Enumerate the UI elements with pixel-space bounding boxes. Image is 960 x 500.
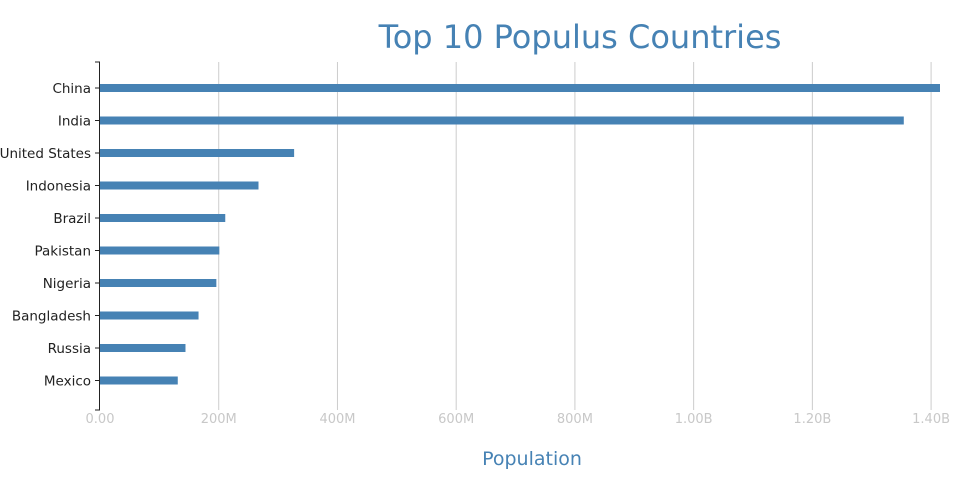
chart-title: Top 10 Populus Countries: [378, 18, 782, 56]
bar: [100, 181, 259, 190]
x-tick-label: 200M: [201, 412, 237, 427]
bar: [100, 246, 220, 255]
y-axis: China India United States Indonesia Brazil Pa…: [0, 61, 100, 411]
y-tick-label: Mexico: [44, 374, 91, 390]
y-tick-label: China: [52, 81, 91, 97]
y-tick-label: United States: [0, 146, 91, 162]
x-axis: 0.00 200M 400M 600M 800M 1.00B 1.20B 1.40B: [86, 412, 951, 427]
x-tick-label: 0.00: [86, 412, 115, 427]
bar: [100, 116, 904, 125]
bar: [100, 84, 940, 92]
y-tick-label: Indonesia: [26, 179, 91, 195]
bar: [100, 344, 186, 352]
grid-lines: [218, 62, 932, 410]
bar: [100, 214, 226, 222]
y-tick-label: India: [58, 114, 91, 130]
bar: [100, 376, 178, 385]
bars: [100, 84, 940, 385]
x-tick-label: 600M: [438, 412, 474, 427]
y-tick-label: Russia: [48, 341, 91, 357]
x-tick-label: 1.20B: [793, 412, 831, 427]
x-tick-label: 800M: [557, 412, 593, 427]
bar: [100, 311, 199, 320]
x-tick-label: 1.40B: [912, 412, 950, 427]
bar: [100, 279, 217, 287]
x-tick-label: 400M: [319, 412, 355, 427]
y-tick-label: Brazil: [53, 211, 91, 227]
x-axis-label: Population: [482, 448, 582, 470]
y-tick-label: Bangladesh: [12, 309, 91, 325]
y-tick-label: Pakistan: [34, 244, 91, 260]
bar: [100, 149, 295, 157]
y-tick-label: Nigeria: [43, 276, 91, 292]
x-tick-label: 1.00B: [675, 412, 713, 427]
